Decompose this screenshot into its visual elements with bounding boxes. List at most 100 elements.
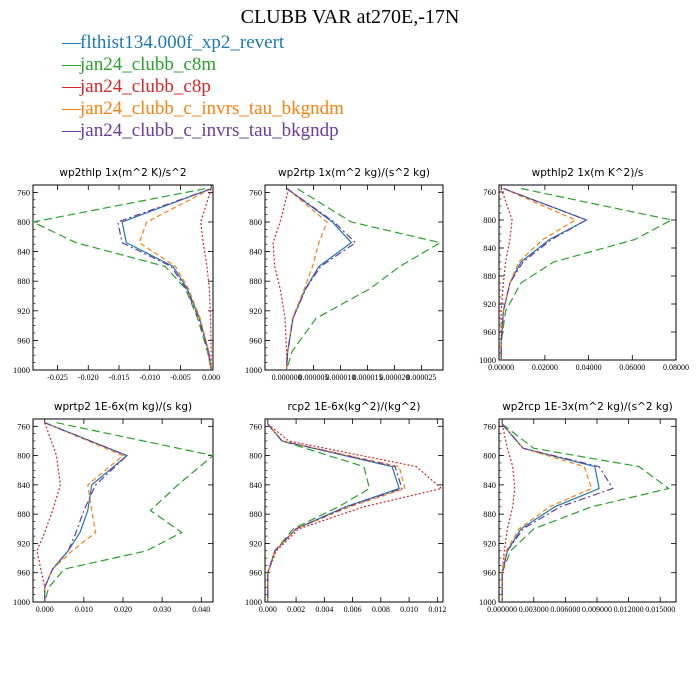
plot-title: wp2thlp 1x(m^2 K)/s^2 bbox=[59, 167, 186, 179]
plot-panel: wpthlp2 1x(m K^2)/s 760 800 840 880 920 960 100… bbox=[479, 167, 689, 372]
legend-item: —jan24_clubb_c_invrs_tau_bkgndm bbox=[62, 98, 344, 120]
y-tick-label: 920 bbox=[483, 299, 496, 309]
plot-panel: wp2rcp 1E-3x(m^2 kg)/(s^2 kg) 760 800 840 88… bbox=[479, 401, 677, 614]
x-tick-label: 0.000000 bbox=[272, 373, 302, 382]
series-line bbox=[501, 423, 614, 602]
plot-panel: wp2rtp 1x(m^2 kg)/(s^2 kg) 760 800 840 880 92… bbox=[245, 167, 444, 382]
y-tick-label: 1000 bbox=[13, 365, 30, 375]
y-tick-label: 880 bbox=[249, 509, 262, 519]
x-tick-label: 0.009000 bbox=[582, 605, 612, 614]
x-tick-label: 0.008 bbox=[372, 605, 390, 614]
x-tick-label: 0.000 bbox=[202, 373, 220, 382]
y-tick-label: 960 bbox=[17, 335, 30, 345]
y-tick-label: 920 bbox=[249, 538, 262, 548]
y-tick-label: 760 bbox=[483, 421, 496, 431]
y-tick-label: 760 bbox=[17, 187, 30, 197]
series-line bbox=[286, 188, 357, 371]
legend-label: jan24_clubb_c_invrs_tau_bkgndm bbox=[80, 98, 344, 119]
legend-item: —jan24_clubb_c8p bbox=[62, 76, 344, 98]
y-tick-label: 920 bbox=[17, 538, 30, 548]
series-line bbox=[121, 188, 212, 371]
y-tick-label: 920 bbox=[249, 306, 262, 316]
x-tick-label: 0.000000 bbox=[487, 605, 517, 614]
y-tick-label: 840 bbox=[17, 247, 30, 257]
x-tick-label: 0.003000 bbox=[519, 605, 549, 614]
x-tick-label: 0.000025 bbox=[406, 373, 436, 382]
y-tick-label: 760 bbox=[249, 187, 262, 197]
plot-frame bbox=[264, 418, 444, 603]
plot-title: wp2rtp 1x(m^2 kg)/(s^2 kg) bbox=[278, 167, 430, 179]
series-line bbox=[501, 423, 516, 602]
series-line bbox=[36, 422, 62, 602]
y-tick-label: 920 bbox=[17, 306, 30, 316]
series-line bbox=[31, 188, 212, 371]
y-tick-label: 840 bbox=[483, 480, 496, 490]
y-tick-label: 760 bbox=[17, 421, 30, 431]
x-tick-label: 0.040 bbox=[192, 605, 210, 614]
y-tick-label: 880 bbox=[17, 509, 30, 519]
chart-title: CLUBB VAR at270E,-17N bbox=[240, 6, 460, 28]
x-tick-label: 0.004 bbox=[315, 605, 333, 614]
legend-dash: — bbox=[62, 76, 81, 97]
y-tick-label: 880 bbox=[483, 509, 496, 519]
plot-title: wpthlp2 1x(m K^2)/s bbox=[532, 167, 644, 179]
y-tick-label: 880 bbox=[483, 271, 496, 281]
x-tick-label: 0.002 bbox=[287, 605, 305, 614]
plot-frame bbox=[498, 184, 677, 361]
plot-panel: wprtp2 1E-6x(m kg)/(s kg) 760 800 840 880 920… bbox=[13, 401, 215, 614]
x-tick-label: -0.015 bbox=[109, 373, 130, 382]
y-tick-label: 800 bbox=[249, 451, 262, 461]
y-tick-label: 800 bbox=[483, 451, 496, 461]
series-line bbox=[500, 187, 674, 360]
x-tick-label: -0.025 bbox=[47, 373, 68, 382]
series-line bbox=[500, 187, 588, 360]
x-tick-label: 0.00000 bbox=[488, 363, 514, 372]
series-line bbox=[501, 423, 670, 602]
y-tick-label: 800 bbox=[17, 217, 30, 227]
legend-label: jan24_clubb_c_invrs_tau_bkgndp bbox=[80, 120, 339, 141]
plot-title: wp2rcp 1E-3x(m^2 kg)/(s^2 kg) bbox=[502, 401, 673, 413]
y-tick-label: 840 bbox=[17, 480, 30, 490]
series-line bbox=[286, 188, 328, 371]
legend-label: jan24_clubb_c8p bbox=[80, 76, 211, 97]
x-tick-label: 0.04000 bbox=[576, 363, 602, 372]
series-line bbox=[500, 188, 513, 360]
y-tick-label: 1000 bbox=[479, 597, 496, 607]
x-tick-label: 0.000010 bbox=[326, 373, 356, 382]
legend-label: jan24_clubb_c8m bbox=[80, 54, 217, 75]
x-tick-label: 0.02000 bbox=[532, 363, 558, 372]
plot-frame bbox=[498, 418, 677, 603]
y-tick-label: 840 bbox=[483, 243, 496, 253]
x-tick-label: 0.000 bbox=[259, 605, 277, 614]
plot-panel: wp2thlp 1x(m^2 K)/s^2 760 800 840 880 920 960 1… bbox=[13, 167, 220, 382]
y-tick-label: 880 bbox=[17, 276, 30, 286]
series-line bbox=[286, 188, 442, 371]
series-line bbox=[501, 423, 600, 602]
series-line bbox=[267, 423, 403, 602]
x-tick-label: 0.015000 bbox=[645, 605, 675, 614]
x-tick-label: -0.010 bbox=[139, 373, 160, 382]
legend-item: —jan24_clubb_c_invrs_tau_bkgndp bbox=[62, 120, 344, 142]
x-tick-label: 0.000020 bbox=[379, 373, 409, 382]
plot-frame bbox=[264, 184, 444, 371]
plot-title: rcp2 1E-6x(kg^2)/(kg^2) bbox=[288, 401, 421, 413]
y-tick-label: 760 bbox=[249, 421, 262, 431]
x-tick-label: 0.012 bbox=[428, 605, 446, 614]
legend-item: —flthist134.000f_xp2_revert bbox=[62, 32, 344, 54]
plot-frame bbox=[32, 184, 214, 371]
y-tick-label: 880 bbox=[249, 276, 262, 286]
x-tick-label: 0.010 bbox=[75, 605, 93, 614]
y-tick-label: 1000 bbox=[479, 355, 496, 365]
x-tick-label: 0.08000 bbox=[663, 363, 689, 372]
x-tick-label: 0.006 bbox=[344, 605, 362, 614]
legend-dash: — bbox=[62, 54, 81, 75]
y-tick-label: 960 bbox=[483, 327, 496, 337]
x-tick-label: 0.06000 bbox=[619, 363, 645, 372]
series-line bbox=[272, 188, 290, 370]
plot-title: wprtp2 1E-6x(m kg)/(s kg) bbox=[54, 401, 192, 413]
y-tick-label: 1000 bbox=[13, 597, 30, 607]
y-tick-label: 1000 bbox=[245, 365, 262, 375]
y-tick-label: 760 bbox=[483, 187, 496, 197]
x-tick-label: 0.010 bbox=[400, 605, 418, 614]
